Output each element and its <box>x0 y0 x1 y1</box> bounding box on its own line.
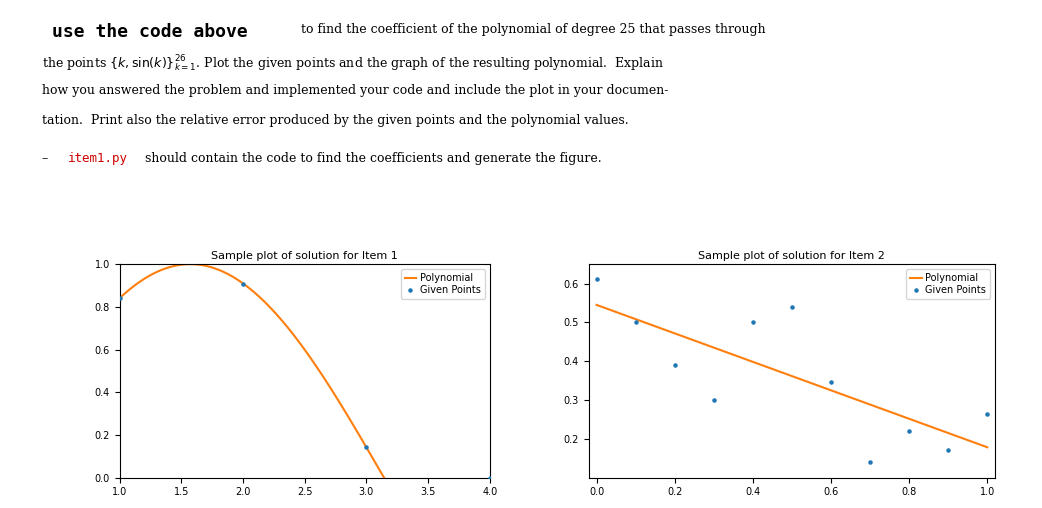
Text: use the code above: use the code above <box>52 23 248 41</box>
Given Points <box>900 427 917 435</box>
Title: Sample plot of solution for Item 1: Sample plot of solution for Item 1 <box>212 250 398 261</box>
Given Points <box>481 473 498 482</box>
Polynomial <box>235 279 248 285</box>
Text: –: – <box>42 152 56 166</box>
Line: Polynomial: Polynomial <box>120 264 490 508</box>
Given Points <box>667 361 684 369</box>
Polynomial <box>383 484 396 490</box>
Legend: Polynomial, Given Points: Polynomial, Given Points <box>907 269 990 299</box>
Text: tation.  Print also the relative error produced by the given points and the poly: tation. Print also the relative error pr… <box>42 114 628 128</box>
Polynomial <box>184 261 197 267</box>
Given Points <box>979 409 996 418</box>
Given Points <box>234 279 251 288</box>
Given Points <box>588 274 604 282</box>
Title: Sample plot of solution for Item 2: Sample plot of solution for Item 2 <box>698 250 886 261</box>
Text: how you answered the problem and implemented your code and include the plot in y: how you answered the problem and impleme… <box>42 84 668 97</box>
Given Points <box>862 458 878 466</box>
Given Points <box>940 446 957 454</box>
Legend: Polynomial, Given Points: Polynomial, Given Points <box>401 269 485 299</box>
Given Points <box>823 378 840 386</box>
Text: to find the coefficient of the polynomial of degree 25 that passes through: to find the coefficient of the polynomia… <box>297 23 766 36</box>
Given Points <box>111 294 128 302</box>
Polynomial <box>260 301 273 307</box>
Polynomial <box>347 422 359 428</box>
Text: item1.py: item1.py <box>68 152 128 166</box>
Polynomial <box>114 295 126 301</box>
Polynomial <box>381 481 394 487</box>
Given Points <box>705 396 722 404</box>
Given Points <box>358 443 375 452</box>
Given Points <box>784 303 800 311</box>
Text: should contain the code to find the coefficients and generate the figure.: should contain the code to find the coef… <box>141 152 601 166</box>
Polynomial <box>158 266 171 272</box>
Text: the points $\{k,\sin(k)\}_{k=1}^{26}$. Plot the given points and the graph of th: the points $\{k,\sin(k)\}_{k=1}^{26}$. P… <box>42 53 664 74</box>
Given Points <box>744 319 761 327</box>
Given Points <box>627 318 644 326</box>
